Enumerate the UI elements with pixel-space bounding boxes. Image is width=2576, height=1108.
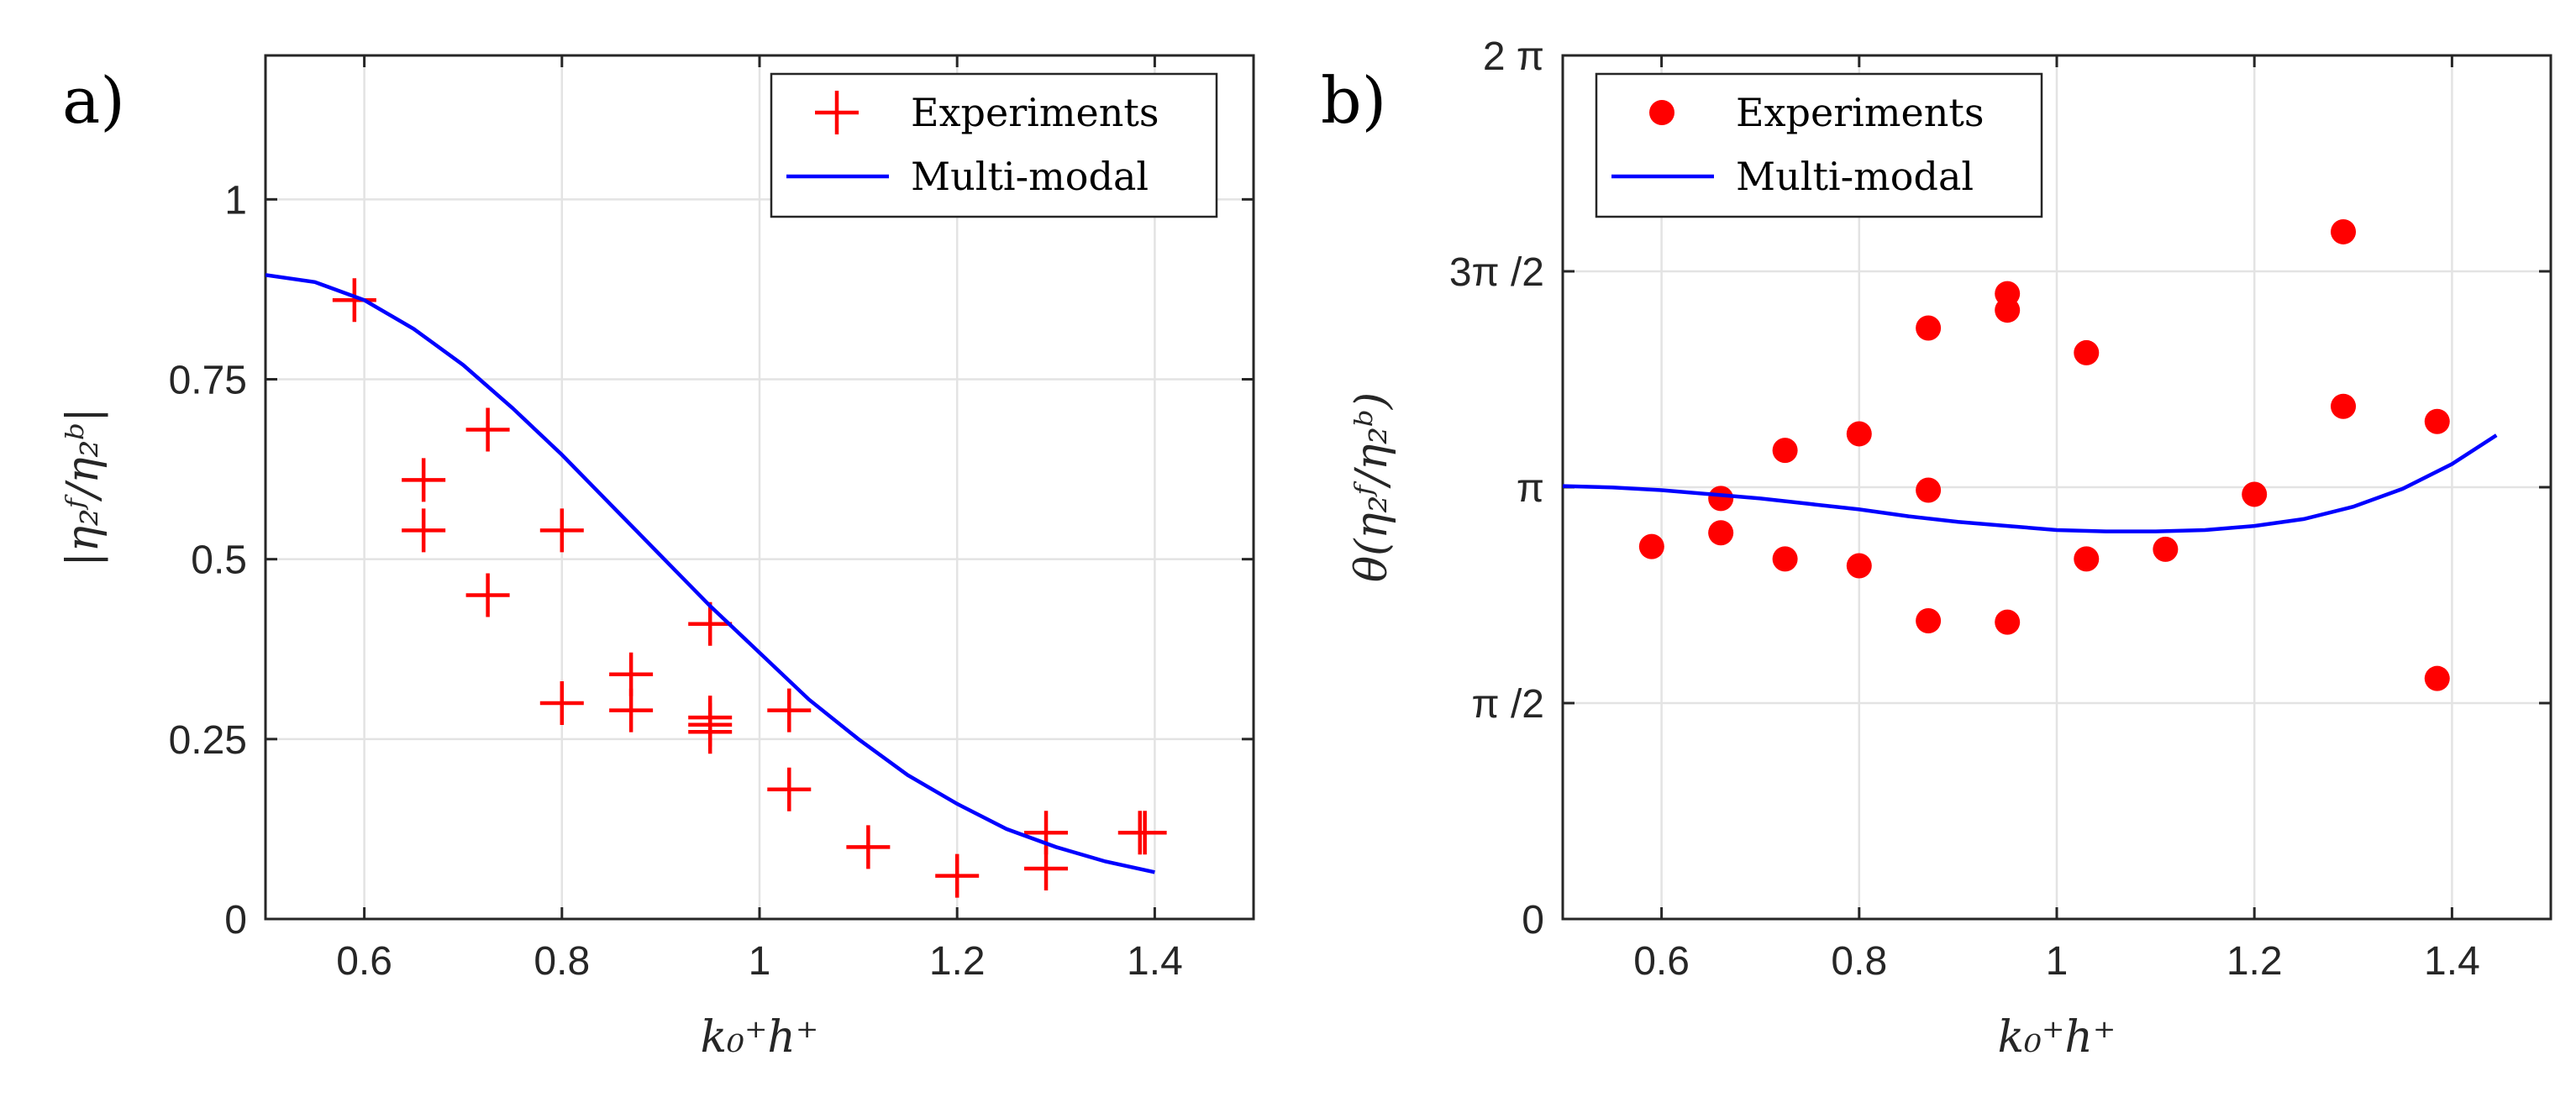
x-tick-label: 1 — [2046, 939, 2069, 984]
legend-label: Experiments — [1736, 90, 1984, 135]
data-point — [1708, 486, 1734, 512]
data-point — [1846, 421, 1872, 447]
x-axis-label: k₀⁺h⁺ — [1998, 1012, 2116, 1063]
legend-entry: Experiments — [1649, 90, 1984, 135]
data-point — [1772, 438, 1798, 464]
data-point — [2331, 218, 2357, 244]
series-line — [265, 273, 1155, 874]
data-point — [1772, 546, 1798, 572]
x-tick-label: 1 — [749, 939, 771, 984]
y-tick-label: 0.5 — [191, 538, 247, 583]
y-tick-label: 0.75 — [169, 359, 247, 403]
data-point — [767, 688, 812, 733]
y-tick-label: 0.25 — [169, 718, 247, 763]
series-plus — [332, 278, 1167, 898]
data-point — [935, 853, 980, 898]
panel-b: 0.6 0.8 1 1.2 1.4 0 π /2 π 3π /2 2 π k₀⁺h⁺ θ(η₂ᶠ/η₂… — [1321, 34, 2552, 1063]
model-line — [265, 273, 1155, 874]
panel-a: 0.6 0.8 1 1.2 1.4 0 0.25 0.5 0.75 1 k₀⁺h⁺ |η₂ᶠ/η₂ᵇ|… — [58, 54, 1255, 1063]
y-tick-label: π /2 — [1472, 682, 1544, 727]
data-point — [2424, 408, 2450, 434]
y-tick-label: 1 — [224, 178, 247, 223]
x-tick-label: 1.2 — [929, 939, 986, 984]
model-line — [1563, 433, 2498, 533]
legend-label: Multi-modal — [1736, 154, 1974, 199]
data-point — [539, 508, 584, 553]
data-point — [1122, 811, 1167, 855]
data-point — [1846, 553, 1872, 579]
data-point — [2074, 339, 2100, 365]
data-point — [1708, 520, 1734, 546]
legend-swatch — [1649, 100, 1674, 125]
x-tick-label: 0.8 — [534, 939, 590, 984]
legend-label: Multi-modal — [911, 154, 1149, 199]
data-point — [688, 702, 733, 747]
legend: Experiments Multi-modal — [770, 72, 1218, 218]
data-point — [1995, 297, 2021, 323]
data-point — [2242, 481, 2268, 507]
data-point — [402, 508, 446, 553]
y-tick-label: 0 — [224, 898, 247, 943]
data-point — [1995, 609, 2021, 635]
x-tick-label: 1.4 — [1127, 939, 1183, 984]
legend-entry: Multi-modal — [786, 154, 1149, 199]
panel-label: a) — [62, 63, 125, 138]
data-point — [1024, 847, 1069, 891]
x-tick-label: 1.2 — [2226, 939, 2283, 984]
data-point — [609, 688, 654, 733]
data-point — [846, 825, 891, 869]
legend-entry: Multi-modal — [1611, 154, 1974, 199]
panel-label: b) — [1321, 63, 1386, 138]
y-tick-label: 0 — [1522, 898, 1544, 943]
data-point — [2153, 536, 2179, 562]
x-axis-label: k₀⁺h⁺ — [701, 1012, 819, 1063]
legend-box — [770, 72, 1218, 218]
data-point — [539, 681, 584, 725]
data-point — [2424, 665, 2450, 691]
data-point — [1916, 477, 1942, 503]
data-point — [1916, 607, 1942, 633]
x-tick-label: 0.8 — [1831, 939, 1887, 984]
x-tick-label: 0.6 — [336, 939, 392, 984]
y-tick-label: 3π /2 — [1449, 250, 1544, 295]
legend-box — [1595, 72, 2043, 218]
data-point — [1916, 315, 1942, 341]
data-point — [688, 601, 733, 646]
data-point — [2074, 546, 2100, 572]
data-point — [465, 573, 510, 617]
data-point — [465, 407, 510, 452]
legend: Experiments Multi-modal — [1595, 72, 2043, 218]
data-point — [2331, 393, 2357, 419]
legend-label: Experiments — [911, 90, 1159, 135]
y-axis-label: |η₂ᶠ/η₂ᵇ| — [58, 407, 108, 566]
y-tick-label: π — [1517, 466, 1544, 511]
legend-entry: Experiments — [815, 90, 1159, 135]
data-point — [402, 458, 446, 502]
x-tick-label: 1.4 — [2424, 939, 2480, 984]
series-line — [1563, 433, 2498, 533]
series-dot — [1638, 218, 2450, 691]
y-axis-label: θ(η₂ᶠ/η₂ᵇ) — [1347, 392, 1397, 582]
y-tick-label: 2 π — [1483, 34, 1544, 79]
x-tick-label: 0.6 — [1633, 939, 1690, 984]
legend-swatch — [815, 91, 859, 134]
data-point — [332, 278, 376, 323]
data-point — [767, 767, 812, 811]
data-point — [1638, 533, 1664, 559]
